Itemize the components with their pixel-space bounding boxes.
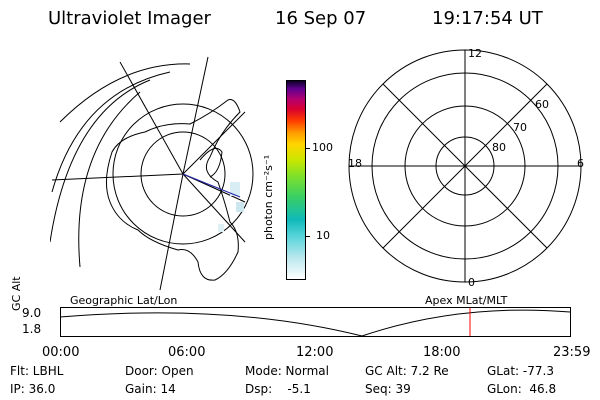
gc-alt-bottom-value: 1.8 — [22, 322, 42, 336]
seq-info: Seq: 39 — [365, 382, 411, 396]
gain-info: Gain: 14 — [125, 382, 176, 396]
time-title: 19:17:54 UT — [432, 8, 543, 29]
time-label-1800: 18:00 — [423, 345, 461, 360]
intensity-colorbar — [286, 80, 306, 280]
time-label-0600: 06:00 — [168, 345, 206, 360]
colorbar-tick-100: 100 — [312, 141, 333, 154]
altitude-plot — [60, 307, 571, 337]
left-map-title: Geographic Lat/Lon — [70, 294, 178, 307]
mlt-12-label: 12 — [468, 47, 482, 60]
mlat-70-label: 70 — [513, 121, 527, 134]
geographic-map — [50, 56, 254, 291]
time-label-1200: 12:00 — [296, 345, 334, 360]
time-label-0000: 00:00 — [42, 345, 80, 360]
mlt-0-label: 0 — [468, 276, 475, 289]
ip-info: IP: 36.0 — [10, 382, 56, 396]
dsp-info: Dsp: -5.1 — [245, 382, 311, 396]
mlt-18-label: 18 — [348, 157, 362, 170]
mlt-6-label: 6 — [577, 157, 584, 170]
date-title: 16 Sep 07 — [275, 8, 367, 29]
colorbar-unit-label: photon cm⁻²s⁻¹ — [262, 154, 275, 240]
time-label-2359: 23:59 — [553, 345, 591, 360]
mlat-80-label: 80 — [492, 141, 506, 154]
right-map-title: Apex MLat/MLT — [425, 294, 508, 307]
glon-info: GLon: 46.8 — [487, 382, 557, 396]
glat-info: GLat: -77.3 — [487, 364, 554, 378]
colorbar-tick-10: 10 — [316, 229, 330, 242]
door-info: Door: Open — [125, 364, 194, 378]
gc-alt-info: GC Alt: 7.2 Re — [365, 364, 449, 378]
instrument-title: Ultraviolet Imager — [48, 8, 211, 29]
magnetic-polar-map — [348, 49, 582, 283]
filter-info: Flt: LBHL — [10, 364, 64, 378]
mlat-60-label: 60 — [535, 98, 549, 111]
gc-alt-top-value: 9.0 — [22, 306, 42, 320]
mode-info: Mode: Normal — [245, 364, 329, 378]
